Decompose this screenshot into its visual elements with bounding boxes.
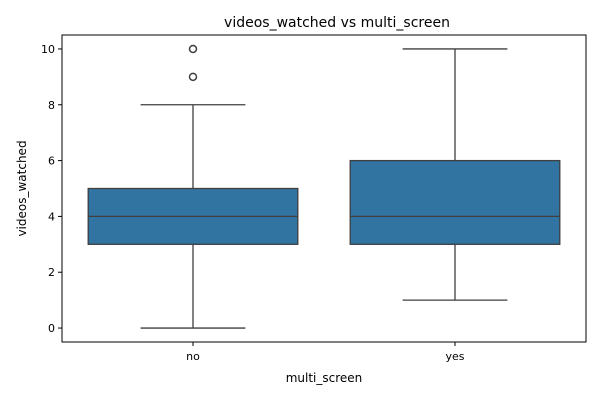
- y-tick-label: 2: [48, 266, 55, 279]
- box-yes: [349, 48, 561, 301]
- x-axis-label: multi_screen: [286, 371, 363, 385]
- y-axis-label: videos_watched: [15, 140, 29, 236]
- y-tick-label: 8: [48, 99, 55, 112]
- y-tick-label: 6: [48, 155, 55, 168]
- y-tick-label: 10: [41, 43, 55, 56]
- chart-title: videos_watched vs multi_screen: [224, 15, 450, 31]
- x-tick-label: yes: [445, 350, 464, 363]
- y-tick-label: 0: [48, 322, 55, 335]
- y-tick-label: 4: [48, 210, 55, 223]
- plot-frame: [61, 34, 587, 343]
- box-iqr: [349, 159, 561, 245]
- plot-area: 0 2 4 6 8 10 no yes: [41, 43, 561, 363]
- outlier-point: [188, 72, 198, 82]
- x-tick-label: no: [186, 350, 200, 363]
- box-no: [87, 44, 299, 329]
- outlier-point: [188, 44, 198, 54]
